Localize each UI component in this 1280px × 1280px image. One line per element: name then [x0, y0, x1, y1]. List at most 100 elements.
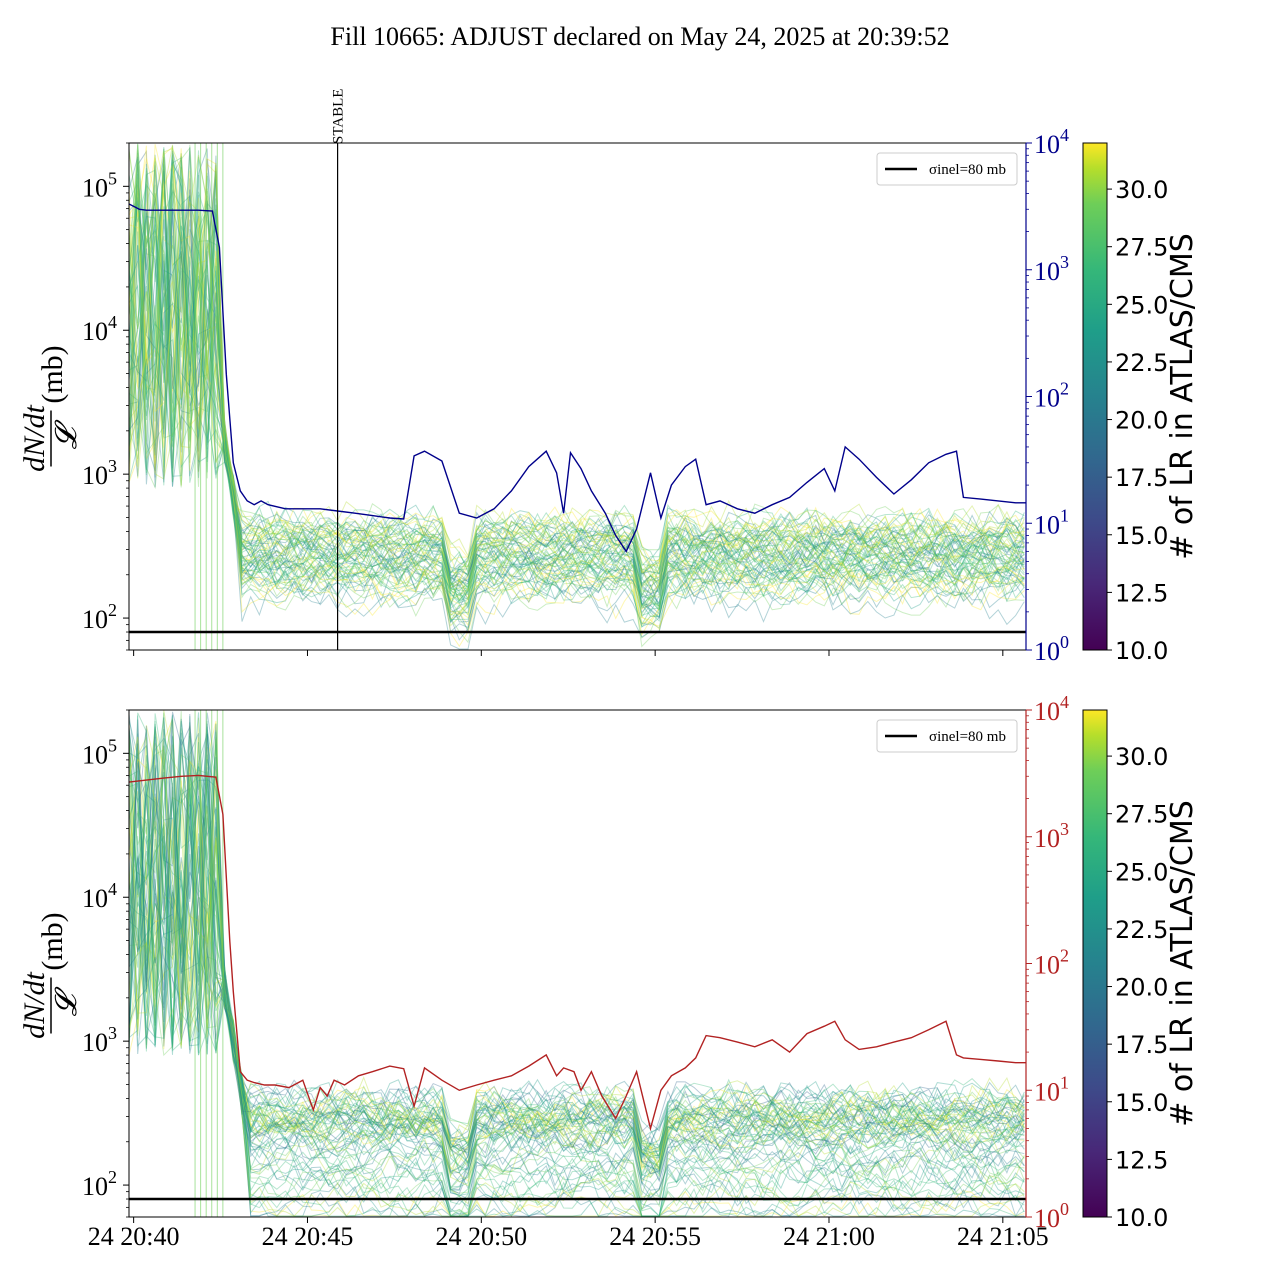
right-tick-label: 100 [1034, 1199, 1069, 1233]
bunch-trace [129, 714, 1025, 1217]
bunch-trace [129, 754, 1025, 1151]
bunch-trace [129, 145, 1025, 627]
bunch-trace [129, 765, 1025, 1160]
bunch-trace [129, 149, 1025, 594]
y-tick-label: 104 [82, 312, 117, 346]
bunch-trace [129, 191, 1025, 621]
bunch-trace [129, 180, 1025, 604]
bunch-trace [129, 711, 1025, 1174]
bunch-trace [129, 730, 1025, 1217]
bunch-trace [129, 737, 1025, 1175]
bunch-trace [129, 726, 1025, 1217]
bunch-trace [129, 172, 1025, 595]
bunch-trace [129, 150, 1025, 617]
trace-bundle [129, 710, 1025, 1217]
bunch-trace [129, 808, 1025, 1151]
bunch-trace [129, 713, 1025, 1204]
bunch-trace [129, 260, 1025, 615]
trace-bundle [129, 143, 1025, 650]
y-tick-label: 105 [82, 735, 117, 769]
bunch-trace [129, 755, 1025, 1153]
bunch-trace [129, 162, 1025, 639]
bunch-trace [129, 159, 1025, 587]
colorbar-gradient [1082, 709, 1108, 1218]
bunch-trace [129, 170, 1025, 613]
bunch-trace [129, 150, 1025, 595]
y-tick-label: 104 [82, 879, 117, 913]
colorbar-gradient [1082, 142, 1108, 651]
bunch-trace [129, 145, 1025, 648]
bunch-trace [129, 736, 1025, 1217]
colorbar-tick-label: 15.0 [1115, 522, 1168, 550]
y-tick-label: 103 [82, 1023, 117, 1057]
bunch-trace [129, 710, 1025, 1171]
bunch-trace [129, 720, 1025, 1217]
bunch-trace [129, 726, 1025, 1200]
right-tick-label: 101 [1034, 505, 1069, 539]
bunch-trace [129, 148, 1025, 607]
bunch-trace [129, 143, 1025, 623]
colorbar-tick-label: 25.0 [1115, 858, 1168, 886]
bunch-trace [129, 765, 1025, 1214]
bunch-trace [129, 712, 1025, 1191]
bunch-trace [129, 739, 1025, 1181]
bunch-trace [129, 175, 1025, 627]
bunch-trace [129, 738, 1025, 1217]
bunch-trace [129, 718, 1025, 1183]
bunch-trace [129, 152, 1025, 618]
legend-label: σinel=80 mb [929, 162, 1006, 178]
bunch-trace [129, 144, 1025, 617]
right-axis-series [129, 774, 1026, 1132]
bunch-trace [129, 717, 1025, 1217]
y-axis-label: dN/dt 𝓛 (mb) [18, 345, 83, 472]
y-tick-label: 103 [82, 456, 117, 490]
bunch-trace [129, 790, 1025, 1175]
bunch-trace [129, 150, 1025, 610]
y-label-denominator: 𝓛 [50, 986, 83, 1016]
right-tick-label: 102 [1034, 946, 1069, 980]
bunch-trace [129, 177, 1025, 573]
bunch-trace [129, 735, 1025, 1172]
bunch-trace [129, 765, 1025, 1157]
bunch-trace [129, 782, 1025, 1171]
bunch-trace [129, 165, 1025, 644]
x-tick-label: 24 21:00 [783, 1222, 875, 1251]
bunch-trace [129, 170, 1025, 588]
bunch-trace [129, 149, 1025, 614]
bunch-trace [129, 159, 1025, 622]
bunch-trace [129, 146, 1025, 595]
bunch-trace [129, 156, 1025, 627]
colorbar-tick-label: 30.0 [1115, 176, 1168, 204]
bunch-trace [129, 224, 1025, 627]
colorbar-bottom: 10.0 12.5 15.0 17.5 20.0 22.5 25.0 27.5 30.0 # of… [1082, 709, 1200, 1232]
bunch-trace [129, 714, 1025, 1192]
bunch-trace [129, 712, 1025, 1210]
bunch-trace [129, 717, 1025, 1150]
legend-label: σinel=80 mb [929, 729, 1006, 745]
bunch-trace [129, 718, 1025, 1182]
bunch-trace [129, 164, 1025, 602]
bunch-trace [129, 157, 1025, 588]
colorbar-label: # of LR in ATLAS/CMS [1165, 233, 1200, 560]
bunch-trace [129, 718, 1025, 1183]
bunch-trace [129, 148, 1025, 605]
bunch-trace [129, 162, 1025, 591]
bunch-trace [129, 148, 1025, 591]
bunch-trace [129, 174, 1025, 587]
bunch-trace [129, 758, 1025, 1171]
bunch-trace [129, 158, 1025, 637]
colorbar-tick-label: 25.0 [1115, 291, 1168, 319]
bunch-trace [129, 728, 1025, 1177]
bunch-trace [129, 749, 1025, 1179]
colorbar-tick-label: 10.0 [1115, 1204, 1168, 1232]
bunch-trace [129, 712, 1025, 1146]
x-tick-label: 24 20:55 [609, 1222, 701, 1251]
y-tick-label: 105 [82, 168, 117, 202]
right-tick-label: 103 [1034, 252, 1069, 286]
bunch-trace [129, 729, 1025, 1217]
bunch-trace [129, 745, 1025, 1212]
bunch-trace [129, 771, 1025, 1217]
bunch-trace [129, 152, 1025, 587]
bunch-trace [129, 739, 1025, 1217]
bunch-trace [129, 761, 1025, 1170]
